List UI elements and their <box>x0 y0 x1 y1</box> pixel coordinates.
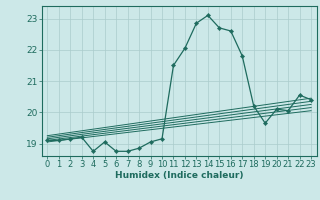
X-axis label: Humidex (Indice chaleur): Humidex (Indice chaleur) <box>115 171 244 180</box>
